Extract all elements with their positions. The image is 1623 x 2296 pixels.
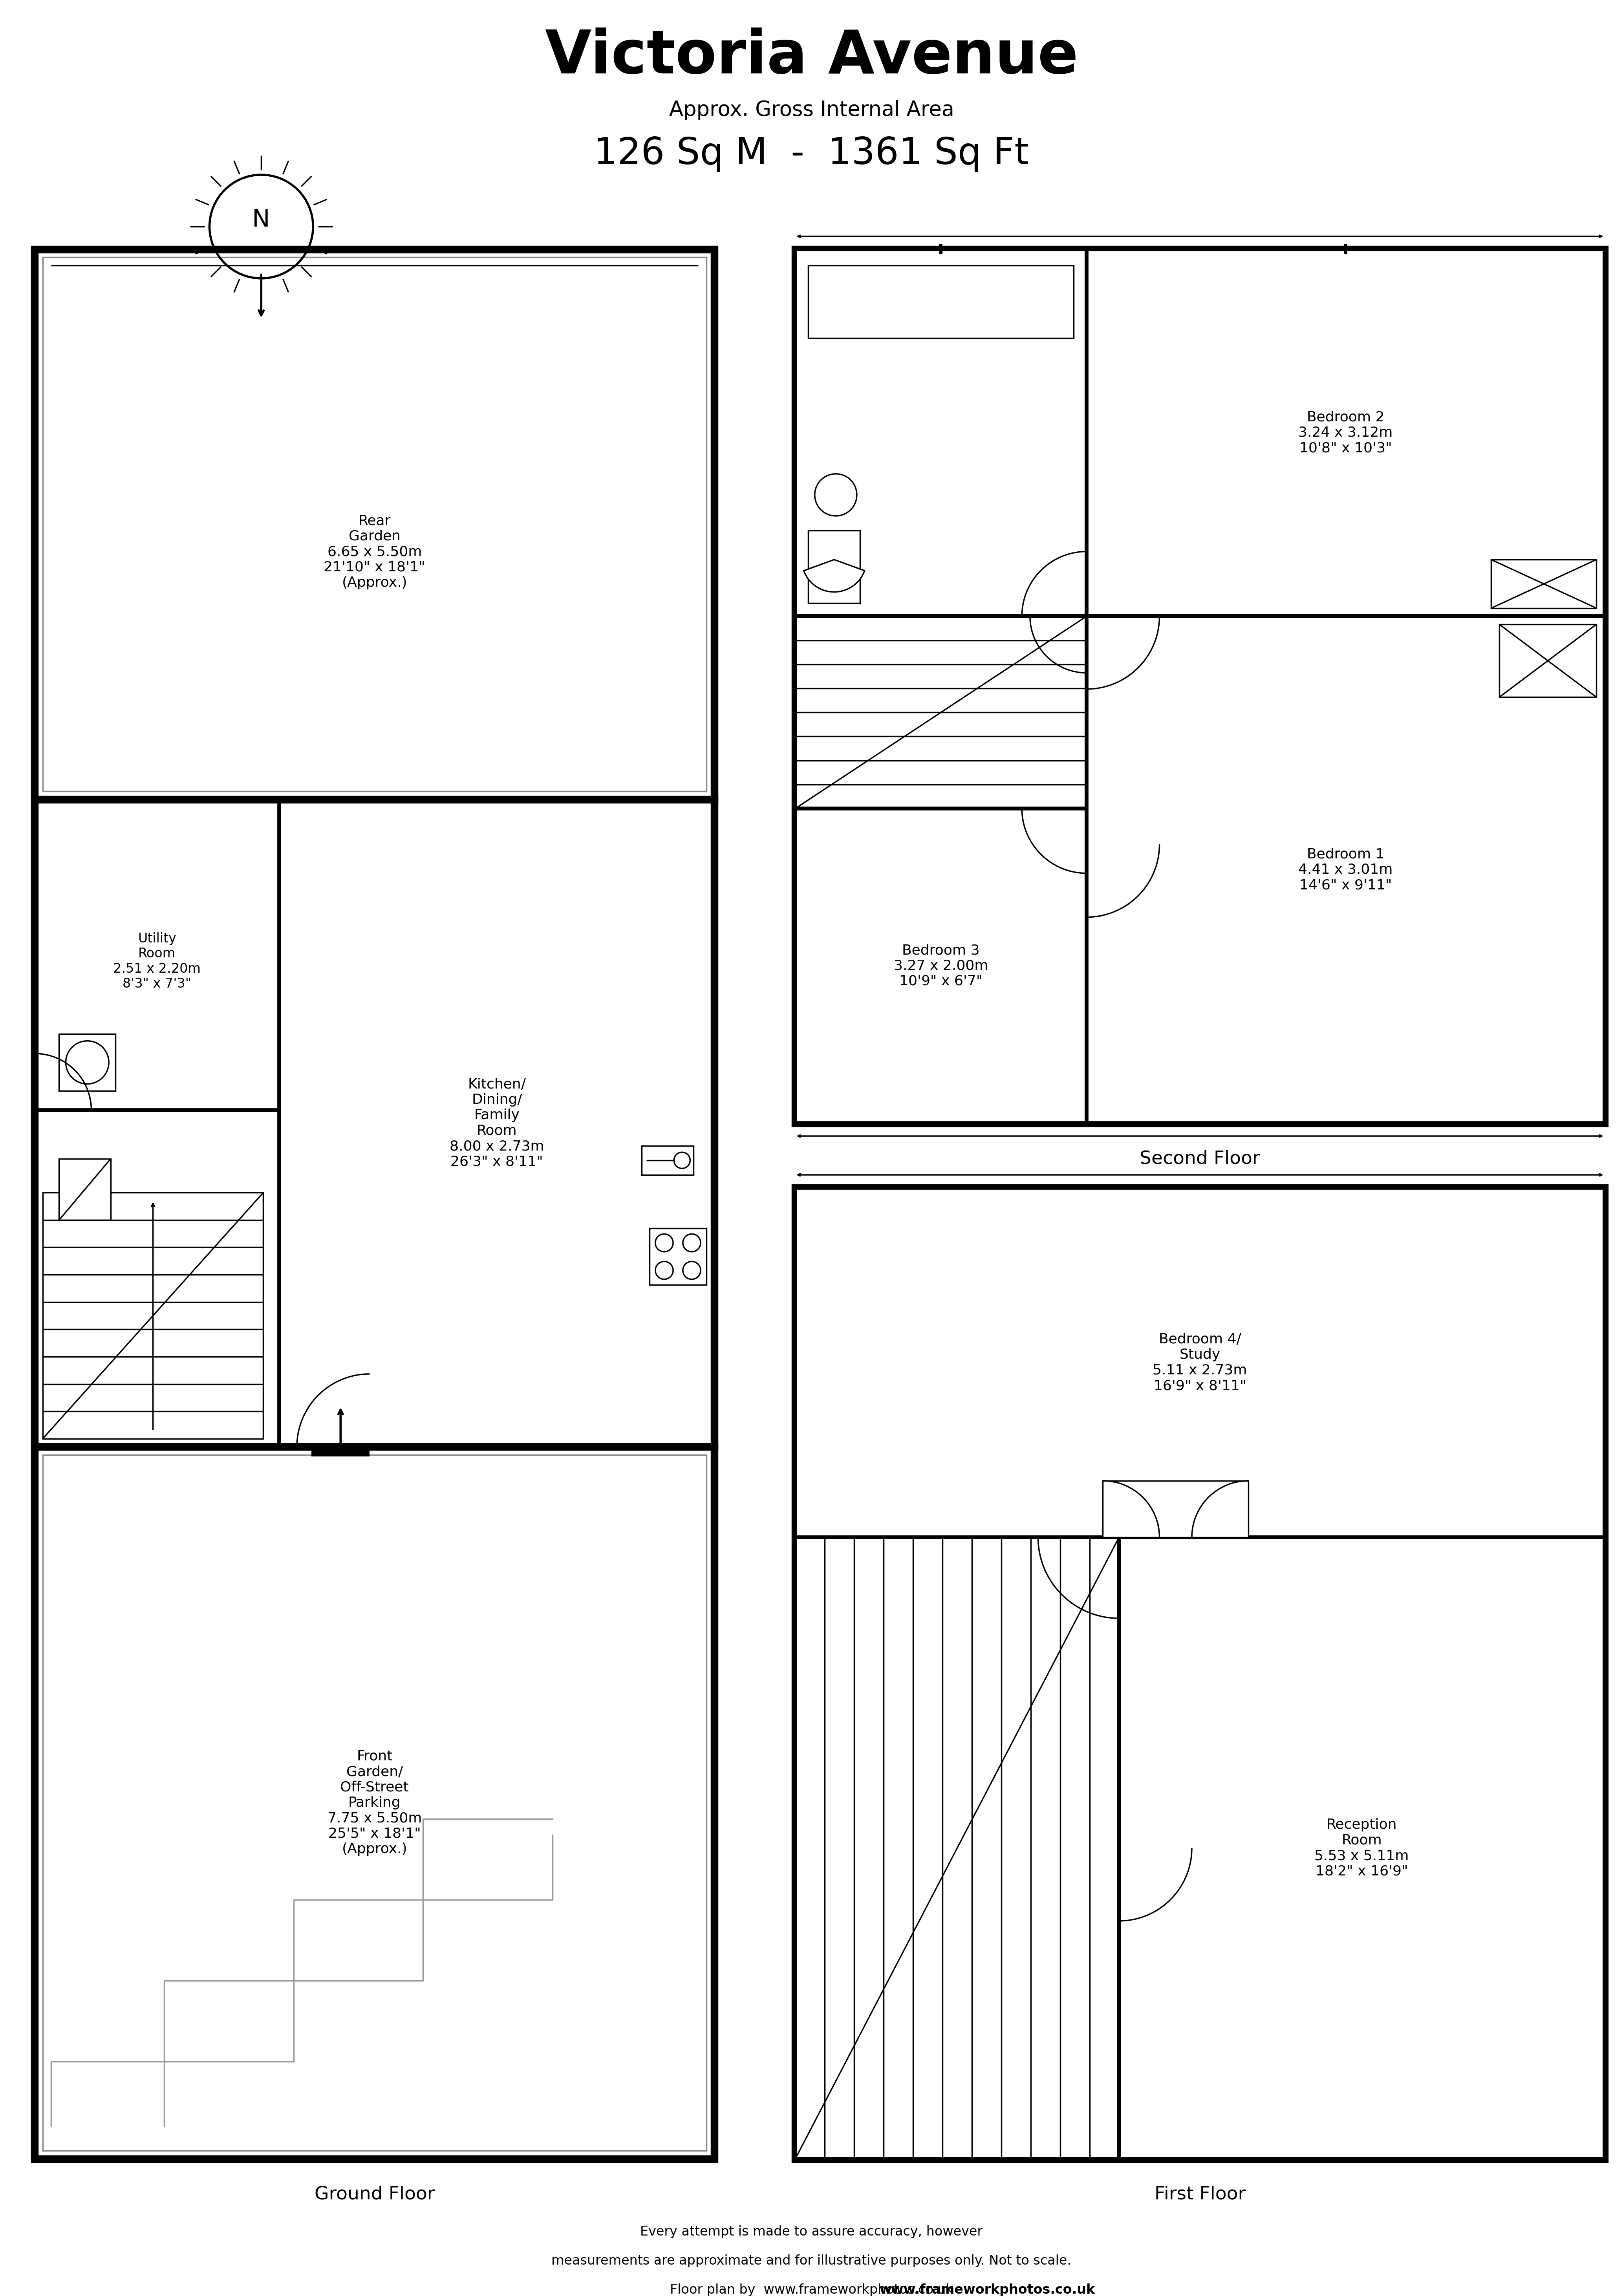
Text: Every attempt is made to assure accuracy, however: Every attempt is made to assure accuracy… — [639, 2225, 984, 2239]
Bar — [649, 1228, 706, 1286]
Bar — [1102, 1481, 1248, 1538]
Text: Ground Floor: Ground Floor — [315, 2186, 435, 2204]
Text: www.frameworkphotos.co.uk: www.frameworkphotos.co.uk — [880, 2285, 1096, 2296]
Bar — [1087, 615, 1605, 1123]
Text: Second Floor: Second Floor — [1139, 1150, 1259, 1169]
Text: First Floor: First Floor — [1154, 2186, 1245, 2204]
Wedge shape — [803, 560, 865, 592]
Text: Victoria Avenue: Victoria Avenue — [545, 28, 1078, 85]
Bar — [795, 250, 1087, 615]
Bar — [42, 257, 706, 792]
Text: measurements are approximate and for illustrative purposes only. Not to scale.: measurements are approximate and for ill… — [552, 2255, 1071, 2266]
Bar — [34, 799, 714, 1446]
Text: Approx. Gross Internal Area: Approx. Gross Internal Area — [669, 99, 954, 119]
Bar — [795, 808, 1087, 1123]
Text: Bedroom 2
3.24 x 3.12m
10'8" x 10'3": Bedroom 2 3.24 x 3.12m 10'8" x 10'3" — [1298, 411, 1393, 455]
Bar — [795, 1187, 1605, 1538]
Text: Rear
Garden
6.65 x 5.50m
21'10" x 18'1"
(Approx.): Rear Garden 6.65 x 5.50m 21'10" x 18'1" … — [323, 514, 425, 590]
Bar — [312, 1446, 370, 1456]
Bar — [1500, 625, 1597, 698]
Bar — [795, 1538, 1118, 2158]
Bar — [795, 615, 1087, 808]
Bar — [58, 1159, 110, 1219]
Text: Utility
Room
2.51 x 2.20m
8'3" x 7'3": Utility Room 2.51 x 2.20m 8'3" x 7'3" — [114, 932, 201, 990]
Bar — [1118, 1538, 1605, 2158]
Bar — [1344, 243, 1347, 255]
Text: Front
Garden/
Off-Street
Parking
7.75 x 5.50m
25'5" x 18'1"
(Approx.): Front Garden/ Off-Street Parking 7.75 x … — [328, 1750, 422, 1855]
Bar — [1492, 560, 1597, 608]
Text: N: N — [252, 209, 269, 232]
Text: 126 Sq M  -  1361 Sq Ft: 126 Sq M - 1361 Sq Ft — [594, 135, 1029, 172]
Bar — [808, 266, 1074, 338]
Bar — [34, 1446, 714, 2158]
Bar — [940, 243, 943, 255]
Bar — [58, 1033, 115, 1091]
Text: Bedroom 4/
Study
5.11 x 2.73m
16'9" x 8'11": Bedroom 4/ Study 5.11 x 2.73m 16'9" x 8'… — [1152, 1332, 1246, 1391]
Bar — [641, 1146, 693, 1176]
Bar — [1087, 250, 1605, 615]
Bar — [42, 1456, 706, 2151]
Text: Bedroom 1
4.41 x 3.01m
14'6" x 9'11": Bedroom 1 4.41 x 3.01m 14'6" x 9'11" — [1298, 847, 1393, 891]
Text: Reception
Room
5.53 x 5.11m
18'2" x 16'9": Reception Room 5.53 x 5.11m 18'2" x 16'9… — [1315, 1818, 1409, 1878]
Bar — [795, 1187, 1605, 2158]
Bar — [795, 250, 1605, 1123]
Bar — [42, 1192, 263, 1440]
Text: Bedroom 3
3.27 x 2.00m
10'9" x 6'7": Bedroom 3 3.27 x 2.00m 10'9" x 6'7" — [894, 944, 988, 987]
Bar — [808, 530, 860, 604]
Text: Floor plan by  www.frameworkphotos.co.uk: Floor plan by www.frameworkphotos.co.uk — [670, 2285, 953, 2296]
Text: Kitchen/
Dining/
Family
Room
8.00 x 2.73m
26'3" x 8'11": Kitchen/ Dining/ Family Room 8.00 x 2.73… — [450, 1077, 544, 1169]
Bar — [34, 250, 714, 799]
